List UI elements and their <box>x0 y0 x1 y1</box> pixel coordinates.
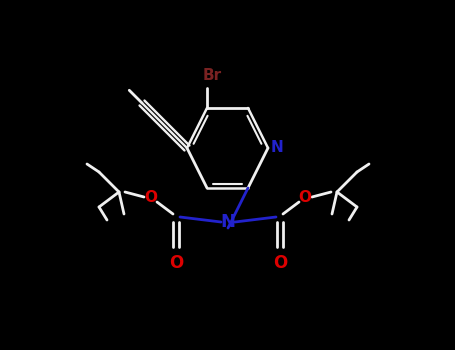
Text: O: O <box>145 189 157 204</box>
Text: N: N <box>271 140 283 155</box>
Text: O: O <box>273 254 287 272</box>
Text: Br: Br <box>202 69 222 84</box>
Text: O: O <box>298 189 312 204</box>
Text: N: N <box>221 213 236 231</box>
Text: O: O <box>169 254 183 272</box>
